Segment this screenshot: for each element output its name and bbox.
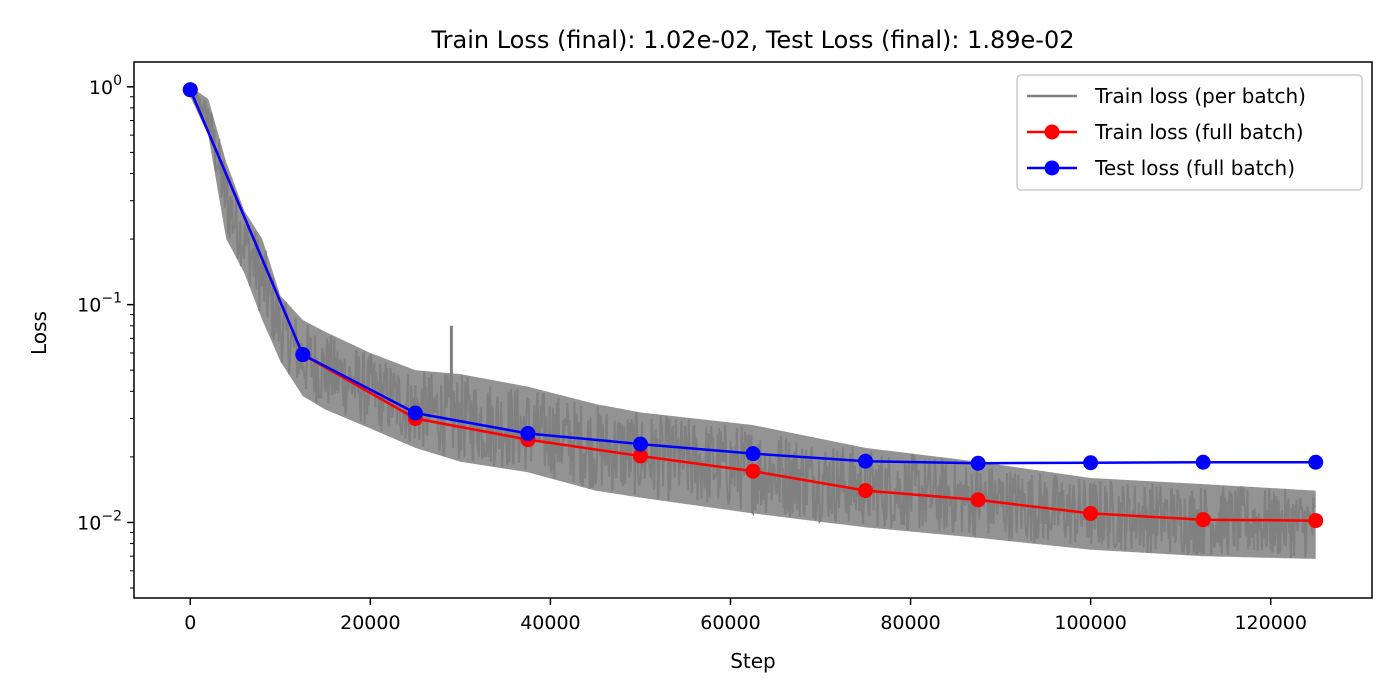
x-tick-label: 80000 (880, 612, 940, 634)
axes-frame (133, 61, 1373, 599)
test-full-point (632, 436, 648, 452)
train-full-point (1083, 505, 1099, 521)
test-full-point (520, 426, 536, 442)
train-batch-line (189, 88, 1317, 559)
legend-test-full-marker (1044, 160, 1060, 176)
x-tick-label: 120000 (1234, 612, 1307, 634)
y-tick-label: 10−1 (77, 291, 122, 317)
series-group (182, 82, 1324, 559)
train-full-point (970, 492, 986, 508)
x-tick-label: 100000 (1054, 612, 1127, 634)
x-axis-label: Step (730, 649, 776, 673)
train-full-point (1195, 512, 1211, 528)
test-full-point (970, 455, 986, 471)
x-tick-label: 60000 (700, 612, 760, 634)
x-tick-label: 20000 (340, 612, 400, 634)
axes: 0 20000 40000 60000 80000 100000 120000 100 10−1… (77, 73, 1307, 634)
legend-train-full-marker (1044, 124, 1060, 140)
x-tick-label: 40000 (520, 612, 580, 634)
test-full-point (1195, 454, 1211, 470)
train-full-point (632, 448, 648, 464)
train-full-point (1308, 513, 1324, 529)
legend-test-full-label: Test loss (full batch) (1094, 156, 1295, 180)
test-full-point (745, 446, 761, 462)
legend-train-batch-label: Train loss (per batch) (1094, 84, 1306, 108)
y-axis-label: Loss (27, 311, 51, 355)
x-tick-label: 0 (184, 612, 196, 634)
test-full-point (1083, 455, 1099, 471)
legend-box (1016, 74, 1363, 191)
legend-train-full-label: Train loss (full batch) (1094, 120, 1304, 144)
train-full-point (858, 483, 874, 499)
test-full-point (182, 82, 198, 98)
test-full-point (1308, 454, 1324, 470)
train-full-point (745, 463, 761, 479)
plot-area (182, 82, 1324, 559)
chart-title: Train Loss (final): 1.02e-02, Test Loss … (431, 26, 1075, 54)
test-full-point (858, 453, 874, 469)
y-tick-label: 10−2 (77, 508, 122, 534)
legend: Train loss (per batch) Train loss (full b… (1016, 74, 1363, 191)
test-full-point (407, 405, 423, 421)
y-tick-label: 100 (89, 73, 122, 99)
test-full-point (295, 347, 311, 363)
